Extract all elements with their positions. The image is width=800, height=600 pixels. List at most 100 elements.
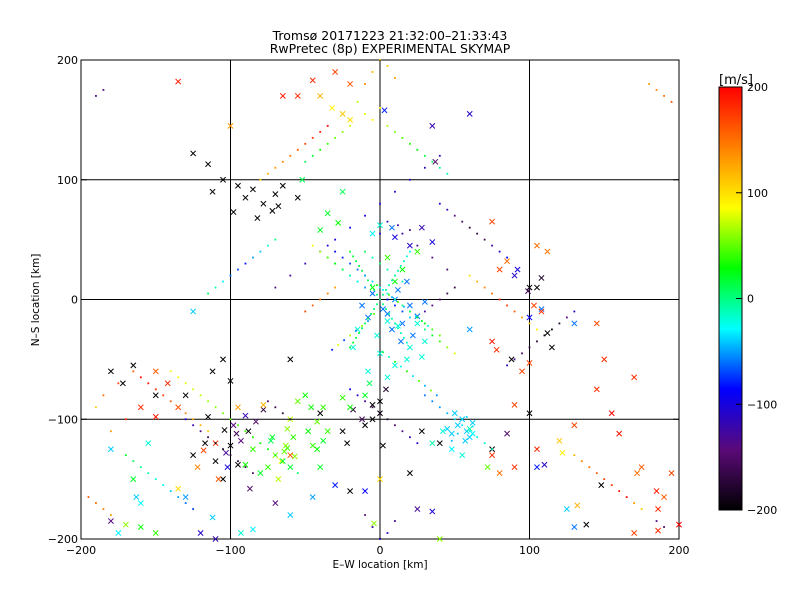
data-point-x (384, 374, 391, 381)
y-tick-label: 0 (71, 294, 78, 307)
data-point-x (294, 194, 301, 201)
data-point-dot (259, 178, 262, 181)
data-point-dot (483, 442, 486, 445)
data-point-x (242, 194, 249, 201)
data-point-x (466, 110, 473, 117)
data-point-x (205, 413, 212, 420)
data-point-dot (476, 436, 479, 439)
data-point-dot (237, 268, 239, 271)
data-point-x (556, 437, 563, 444)
data-point-dot (446, 346, 449, 349)
data-point-dot (87, 496, 90, 498)
data-point-dot (385, 308, 387, 310)
data-point-dot (326, 124, 329, 127)
data-point-x (235, 461, 241, 468)
data-point-dot (648, 83, 650, 85)
data-point-dot (435, 394, 438, 397)
data-point-x (347, 116, 354, 123)
data-point-dot (162, 394, 165, 397)
data-point-dot (388, 356, 390, 358)
data-point-dot (401, 232, 404, 235)
data-point-x (508, 356, 515, 363)
data-point-dot (417, 380, 420, 382)
data-point-dot (461, 220, 464, 223)
data-point-dot (376, 303, 378, 306)
data-point-x (571, 524, 578, 530)
data-point-dot (573, 454, 576, 457)
data-point-dot (394, 424, 396, 427)
data-point-x (459, 416, 466, 423)
data-point-dot (446, 412, 449, 415)
data-point-dot (364, 274, 366, 277)
data-point-dot (655, 520, 658, 522)
data-point-dot (400, 332, 402, 334)
data-point-dot (409, 229, 411, 231)
data-point-x (414, 248, 421, 255)
data-point-x (220, 356, 226, 363)
data-point-dot (274, 166, 277, 169)
data-point-x (403, 278, 410, 285)
data-point-dot (376, 284, 378, 287)
data-point-x (220, 476, 226, 483)
data-point-dot (450, 439, 453, 442)
data-point-x (534, 464, 540, 471)
data-point-dot (394, 304, 396, 307)
data-point-x (374, 332, 380, 339)
data-point-x (290, 434, 297, 441)
data-point-dot (498, 298, 501, 301)
colorbar-tick-label: 200 (747, 81, 768, 94)
data-point-x (275, 203, 282, 210)
data-point-x (339, 428, 346, 435)
data-point-dot (192, 424, 195, 427)
data-point-dot (491, 244, 494, 247)
data-point-dot (438, 154, 441, 157)
data-point-x (227, 377, 234, 384)
data-point-dot (229, 418, 232, 421)
data-point-x (409, 332, 416, 339)
data-point-dot (334, 262, 337, 265)
data-point-dot (244, 466, 247, 469)
data-point-dot (438, 406, 441, 409)
data-point-dot (364, 214, 366, 217)
data-point-x (391, 234, 398, 241)
data-point-dot (184, 418, 187, 421)
data-point-x (676, 521, 682, 528)
data-point-dot (356, 280, 359, 283)
data-point-dot (580, 460, 583, 463)
data-point-dot (229, 274, 232, 277)
data-point-x (249, 526, 256, 533)
data-point-dot (394, 298, 396, 301)
data-point-x (212, 458, 219, 465)
data-point-x (391, 362, 398, 369)
x-axis-label: E–W location [km] (332, 559, 427, 571)
data-point-x (514, 266, 521, 273)
data-point-dot (411, 375, 414, 378)
data-point-dot (453, 214, 456, 217)
data-point-dot (139, 466, 142, 469)
data-point-dot (506, 304, 508, 307)
data-point-x (369, 230, 376, 237)
data-point-x (215, 476, 222, 483)
data-point-dot (423, 166, 426, 169)
data-point-x (269, 207, 276, 214)
data-point-x (451, 410, 458, 417)
data-point-x (571, 320, 578, 327)
data-point-dot (349, 274, 351, 277)
data-point-dot (528, 322, 531, 325)
data-point-dot (349, 334, 351, 337)
y-tick-label: 100 (57, 174, 78, 187)
data-point-x (107, 518, 114, 524)
y-tick-label: −100 (48, 413, 78, 426)
data-point-x (377, 398, 383, 405)
data-point-dot (184, 502, 187, 504)
data-point-x (448, 446, 455, 453)
data-point-dot (349, 124, 351, 127)
data-point-x (175, 485, 182, 492)
data-point-dot (409, 250, 411, 253)
data-point-x (362, 392, 369, 399)
data-point-x (429, 239, 436, 245)
data-point-dot (364, 250, 366, 253)
data-point-x (574, 502, 581, 509)
data-point-dot (483, 238, 486, 241)
data-point-dot (266, 400, 269, 403)
